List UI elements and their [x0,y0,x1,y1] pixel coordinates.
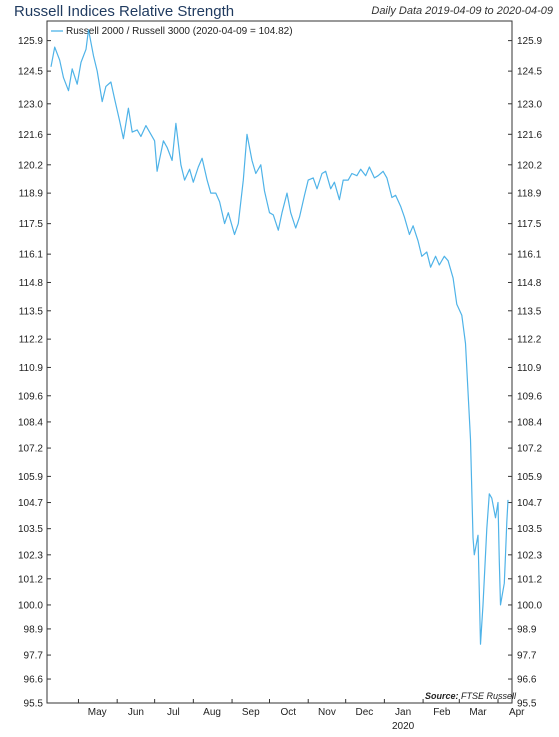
x-tick-label: Apr [509,707,525,718]
y-tick-label-right: 110.9 [517,363,542,374]
y-tick-label-right: 100.0 [517,600,542,611]
y-tick-label-left: 105.9 [18,472,43,483]
y-tick-label-left: 102.3 [18,550,43,561]
x-tick-label: May [88,707,107,718]
y-tick-label-right: 101.2 [517,574,542,585]
chart-title: Russell Indices Relative Strength [14,3,235,20]
y-tick-label-right: 112.2 [517,335,542,346]
y-tick-label-left: 101.2 [18,574,43,585]
y-tick-label-right: 105.9 [517,472,542,483]
y-tick-label-left: 125.9 [18,36,43,47]
y-tick-label-right: 123.0 [517,99,542,110]
legend: Russell 2000 / Russell 3000 (2020-04-09 … [51,26,293,37]
x-year-label: 2020 [392,721,415,732]
source-note: Source: FTSE Russell [425,691,517,701]
x-tick-label: Jun [128,707,144,718]
y-tick-label-left: 97.7 [24,651,44,662]
y-tick-label-right: 118.9 [517,189,542,200]
y-tick-label-left: 123.0 [18,99,43,110]
series-layer [50,29,509,645]
legend-label: Russell 2000 / Russell 3000 (2020-04-09 … [66,26,293,37]
y-tick-label-right: 107.2 [517,444,542,455]
x-tick-label: Aug [203,707,221,718]
source-label: Source: FTSE Russell [425,691,517,701]
y-tick-label-right: 108.4 [517,417,542,428]
y-tick-label-right: 125.9 [517,36,542,47]
y-tick-label-left: 103.5 [18,524,43,535]
y-tick-label-left: 98.9 [24,624,44,635]
y-tick-label-right: 124.5 [517,67,542,78]
x-tick-label: Feb [433,707,451,718]
y-tick-label-left: 108.4 [18,417,43,428]
x-tick-label: Jul [167,707,180,718]
y-tick-label-left: 100.0 [18,600,43,611]
y-tick-label-right: 109.6 [517,391,542,402]
y-tick-label-left: 95.5 [24,699,44,710]
y-tick-label-left: 112.2 [19,335,44,346]
y-tick-label-left: 124.5 [18,67,43,78]
y-tick-label-right: 95.5 [517,699,537,710]
y-tick-label-left: 116.1 [19,250,44,261]
y-tick-label-left: 110.9 [19,363,44,374]
x-tick-label: Jan [395,707,411,718]
y-tick-label-left: 114.8 [19,278,44,289]
y-tick-label-left: 107.2 [18,444,43,455]
plot-area-frame [46,20,513,704]
y-tick-label-right: 120.2 [517,160,542,171]
y-tick-label-right: 117.5 [517,219,542,230]
y-tick-label-right: 97.7 [517,651,537,662]
y-tick-label-left: 96.6 [24,675,44,686]
series-line-russell-2000-3000 [50,29,509,645]
y-tick-label-left: 118.9 [19,189,44,200]
x-tick-label: Dec [356,707,374,718]
y-tick-label-left: 113.5 [19,306,44,317]
chart-subtitle: Daily Data 2019-04-09 to 2020-04-09 [371,5,553,17]
y-tick-label-right: 98.9 [517,624,537,635]
y-tick-label-left: 117.5 [19,219,44,230]
x-tick-label: Mar [469,707,487,718]
x-axis: May Jun Jul Aug Sep Oct Nov Dec Jan Feb Mar Apr 2020 [77,699,525,732]
y-tick-label-right: 102.3 [517,550,542,561]
y-tick-label-right: 114.8 [517,278,542,289]
y-tick-label-left: 120.2 [18,160,43,171]
y-tick-label-right: 121.6 [517,130,542,141]
y-tick-label-left: 104.7 [18,498,43,509]
x-tick-label: Sep [242,707,260,718]
x-tick-label: Nov [318,707,336,718]
y-tick-label-right: 113.5 [517,306,542,317]
y-tick-label-left: 121.6 [18,130,43,141]
y-axis-right: 95.5 96.6 97.7 98.9 100.0 101.2 102.3 103.5 104.… [508,36,542,710]
y-tick-label-right: 103.5 [517,524,542,535]
y-tick-label-right: 96.6 [517,675,537,686]
y-tick-label-right: 104.7 [517,498,542,509]
y-tick-label-left: 109.6 [18,391,43,402]
y-tick-label-right: 116.1 [517,250,542,261]
x-tick-label: Oct [280,707,296,718]
y-axis-left: 95.5 96.6 97.7 98.9 100.0 101.2 102.3 103.5 104.… [18,36,51,710]
